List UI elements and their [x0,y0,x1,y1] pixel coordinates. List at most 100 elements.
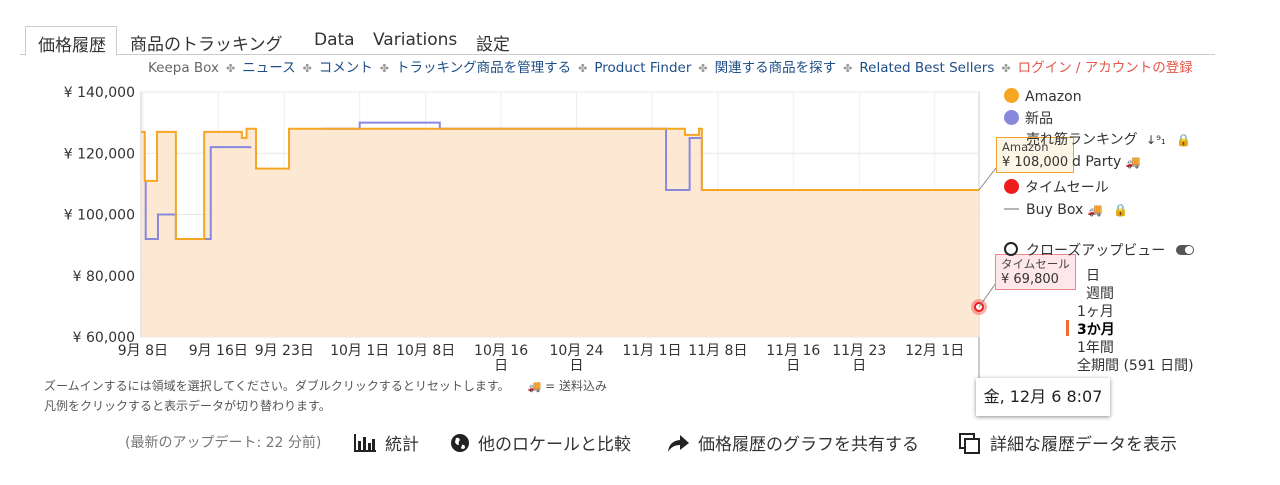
legend-new[interactable]: 新品 [1004,108,1053,128]
amazon-price-tooltip: Amazon ¥ 108,000 [996,137,1075,173]
bar-chart-icon [354,434,376,452]
buy-box-line-icon [1004,208,1019,210]
separator-icon: ✤ [379,62,390,75]
closeup-view-toggle[interactable]: クローズアップビュー [1004,240,1194,260]
x-tick-label: 日 [786,358,800,374]
y-tick-label: ¥ 120,000 [64,146,135,162]
tab-data[interactable]: Data [314,30,355,50]
stats-label: 統計 [385,435,419,455]
legend-buy-box[interactable]: Buy Box 🚚 🔒 [1004,202,1128,218]
toggle-icon [1175,245,1194,255]
detailed-history-button[interactable]: 詳細な履歴データを表示 [958,430,1177,455]
range-month[interactable]: 1ヶ月 [1077,304,1114,320]
closeup-label: クローズアップビュー [1026,243,1166,259]
y-tick-label: ¥ 100,000 [64,208,135,224]
amazon-tooltip-label: Amazon [1002,140,1049,154]
chart-series [141,121,979,240]
separator-icon: ✤ [226,62,236,75]
separator-icon: ✤ [578,62,588,75]
x-tick-label: 9月 23日 [255,343,314,359]
tab-variations[interactable]: Variations [373,30,458,50]
truck-icon: 🚚 [1087,203,1103,217]
y-tick-label: ¥ 60,000 [73,330,135,346]
legend-new-label: 新品 [1025,111,1053,127]
copy-icon [959,433,980,454]
globe-icon [451,434,469,452]
legend-sales-rank[interactable]: 売れ筋ランキング ↓⁹₁ 🔒 [1026,129,1191,149]
shipping-note: = 送料込み [545,379,607,393]
chart-markers [971,167,997,378]
legend-amazon[interactable]: Amazon [1004,88,1082,105]
range-day[interactable]: 日 [1086,268,1100,284]
legend-lightning-label: タイムセール [1025,180,1109,196]
range-week[interactable]: 週間 [1086,286,1114,302]
x-tick-label: 11月 1日 [622,343,681,359]
search-icon [1004,242,1018,256]
link-product-finder[interactable]: Product Finder [594,60,692,76]
compare-locales-button[interactable]: 他のロケールと比較 [450,430,631,455]
keepa-box-label: Keepa Box [148,60,220,76]
x-tick-label: 11月 8日 [688,343,747,359]
y-tick-label: ¥ 140,000 [64,85,135,101]
link-login[interactable]: ログイン / アカウントの登録 [1017,60,1193,76]
sort-icon: ↓⁹₁ [1146,133,1166,147]
legend-third-party-label: d Party [1072,154,1122,170]
chart-area-fill [141,128,979,337]
date-tooltip: 金, 12月 6 8:07 [976,378,1110,416]
share-arrow-icon [668,435,689,452]
separator-icon: ✤ [1001,62,1011,75]
separator-icon: ✤ [302,62,312,75]
range-3-months[interactable]: 3か月 [1077,322,1115,338]
legend-buy-box-label: Buy Box [1026,202,1084,218]
legend-third-party[interactable]: d Party 🚚 [1072,154,1141,170]
link-manage-tracking[interactable]: トラッキング商品を管理する [396,60,572,76]
x-tick-label: 日 [852,358,866,374]
range-all[interactable]: 全期間 (591 日間) [1077,358,1194,374]
x-tick-label: 日 [569,358,583,374]
truck-icon: 🚚 [1125,155,1141,169]
separator-icon: ✤ [843,62,853,75]
tab-settings[interactable]: 設定 [476,35,510,55]
link-related-best-sellers[interactable]: Related Best Sellers [859,60,995,76]
share-graph-button[interactable]: 価格履歴のグラフを共有する [666,430,919,455]
share-label: 価格履歴のグラフを共有する [698,435,919,455]
truck-icon: 🚚 [527,380,542,393]
x-tick-label: 11月 16 [766,343,820,359]
x-tick-label: 9月 16日 [189,343,248,359]
details-label: 詳細な履歴データを表示 [990,435,1177,455]
link-related-products[interactable]: 関連する商品を探す [714,60,837,76]
y-tick-label: ¥ 80,000 [73,269,135,285]
stats-button[interactable]: 統計 [353,430,419,455]
new-dot-icon [1004,110,1019,125]
legend-sales-rank-label: 売れ筋ランキング [1026,132,1138,148]
new-price-line [144,146,252,240]
sub-navigation: Keepa Box ✤ ニュース ✤ コメント ✤ トラッキング商品を管理する ✤ Produc… [148,56,1193,76]
link-comments[interactable]: コメント [318,60,373,76]
legend-amazon-label: Amazon [1025,89,1082,105]
compare-label: 他のロケールと比較 [478,435,631,455]
tab-bar: 価格履歴 商品のトラッキング Data Variations 設定 [20,26,1215,56]
range-year[interactable]: 1年間 [1077,340,1114,356]
amazon-tooltip-value: ¥ 108,000 [1002,155,1069,170]
legend-hint: 凡例をクリックすると表示データが切り替わります。 [44,399,331,413]
x-tick-label: 9月 8日 [118,343,168,359]
last-update: (最新のアップデート: 22 分前) [125,435,322,451]
lightning-dot-icon [1004,179,1019,194]
selected-range-indicator [1066,320,1069,336]
tab-price-history[interactable]: 価格履歴 [25,26,117,56]
lock-icon: 🔒 [1113,203,1129,217]
y-axis: ¥ 140,000 ¥ 120,000 ¥ 100,000 ¥ 80,000 ¥ 60,… [64,85,135,346]
x-tick-label: 日 [494,358,508,374]
tab-product-tracking[interactable]: 商品のトラッキング [130,35,283,55]
lightning-tooltip-label: タイムセール [1001,257,1070,271]
lightning-tooltip-connector [978,282,997,308]
amazon-price-line [141,127,979,240]
zoom-hint: ズームインするには領域を選択してください。ダブルクリックするとリセットします。 … [44,377,607,394]
lock-icon: 🔒 [1176,133,1192,147]
legend-lightning-deal[interactable]: タイムセール [1004,177,1109,197]
x-tick-label: 11月 23 [832,343,886,359]
amazon-dot-icon [1004,88,1019,103]
link-news[interactable]: ニュース [242,60,296,76]
separator-icon: ✤ [698,62,708,75]
